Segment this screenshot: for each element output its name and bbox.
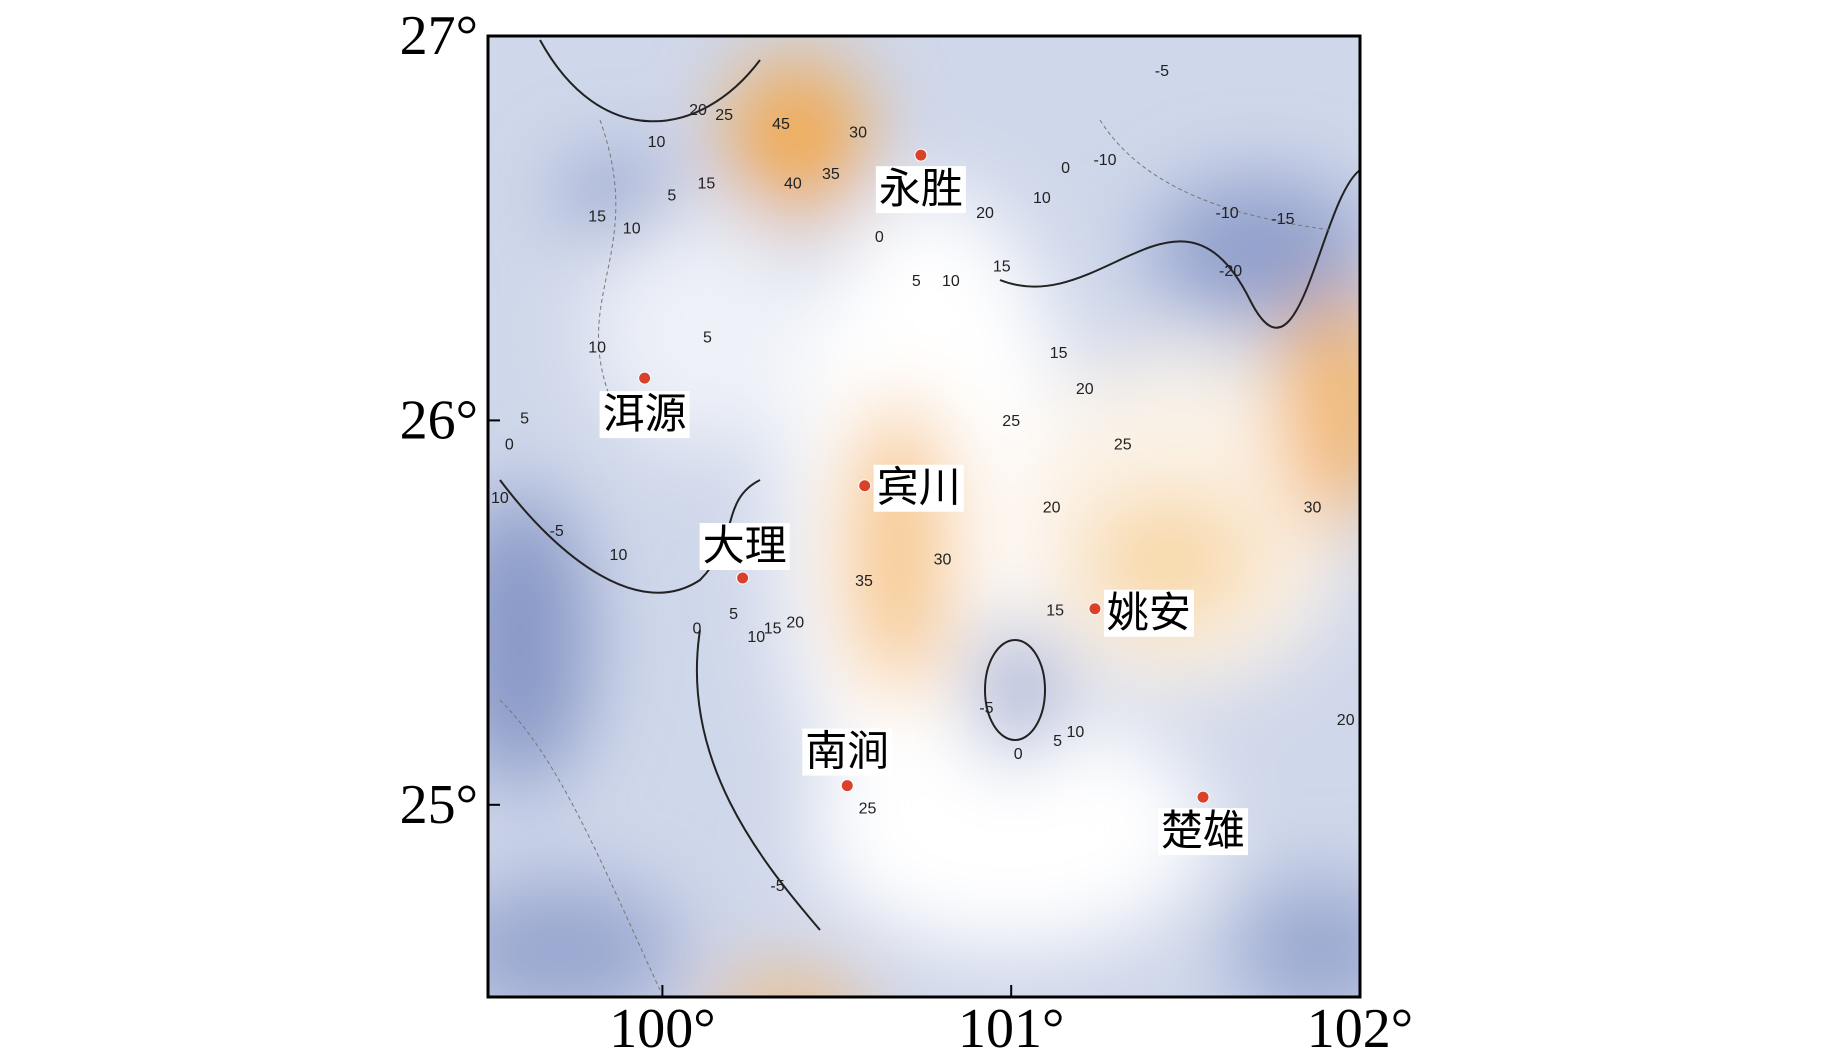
contour-label: 5 — [1053, 733, 1062, 750]
place: 洱源 — [599, 389, 690, 439]
place-label: 宾川 — [877, 463, 961, 512]
map-frame — [486, 34, 1362, 999]
contour-label: 35 — [822, 166, 840, 183]
place-marker — [638, 371, 652, 385]
place-marker — [1196, 790, 1210, 804]
contour-label: 20 — [689, 102, 707, 119]
contour-label: 10 — [623, 221, 641, 238]
contour-label: 15 — [697, 176, 715, 193]
place-label: 楚雄 — [1161, 806, 1245, 855]
contour-label: 10 — [491, 490, 509, 507]
x-tick-label: 101° — [958, 998, 1064, 1050]
contour-label: 10 — [610, 547, 628, 564]
place: 姚安 — [1103, 588, 1194, 637]
contour-label: 0 — [875, 229, 884, 246]
place-label-bg — [802, 728, 893, 776]
place-label: 南涧 — [805, 727, 889, 776]
contour-label: 15 — [764, 620, 782, 637]
contour-label: 0 — [1061, 160, 1070, 177]
x-tick-label: 102° — [1307, 998, 1413, 1050]
contour-label: 20 — [1076, 381, 1094, 398]
contour-label: 10 — [1033, 190, 1051, 207]
contour-label: -20 — [1219, 263, 1242, 280]
contour-label: 0 — [505, 437, 514, 454]
contour-label: 20 — [1043, 499, 1061, 516]
place: 宾川 — [873, 463, 964, 512]
contour-label: 25 — [859, 801, 877, 818]
place: 南涧 — [802, 727, 893, 776]
place-marker — [914, 148, 928, 162]
contour-label: -5 — [979, 700, 993, 717]
place-label: 大理 — [703, 521, 787, 570]
contour-label: 0 — [692, 620, 701, 637]
y-tick-label: 26° — [400, 389, 478, 451]
contour-label: 5 — [667, 188, 676, 205]
place-marker — [858, 479, 872, 493]
contour-label: 0 — [1014, 746, 1023, 763]
contour-label: -5 — [550, 523, 564, 540]
y-tick-label: 25° — [400, 774, 478, 836]
place-marker — [1088, 602, 1102, 616]
contour-label: 30 — [934, 552, 952, 569]
y-tick-label: 27° — [400, 5, 478, 67]
place-label: 姚安 — [1107, 588, 1191, 637]
x-tick-label: 100° — [609, 998, 715, 1050]
contour-label: 5 — [520, 410, 529, 427]
contour-label: 20 — [786, 615, 804, 632]
contour-label: 15 — [588, 209, 606, 226]
place-label-bg — [1158, 808, 1249, 856]
contour-label: 10 — [1066, 724, 1084, 741]
contour-label: 40 — [784, 176, 802, 193]
contour-label: -10 — [1216, 205, 1239, 222]
contour-label: -10 — [1093, 152, 1116, 169]
place: 永胜 — [875, 164, 966, 214]
contour-label: 25 — [715, 107, 733, 124]
place-label: 洱源 — [603, 389, 687, 438]
place-label-bg — [875, 166, 966, 214]
contour-label: 15 — [993, 259, 1011, 276]
place-label-bg — [599, 391, 690, 439]
contour-label: 25 — [1114, 437, 1132, 454]
place-label-bg — [873, 464, 964, 512]
place-label-bg — [1103, 589, 1194, 637]
contour-label: 15 — [1046, 603, 1064, 620]
place-marker — [840, 779, 854, 793]
contour-label: 45 — [772, 116, 790, 133]
contour-label: 10 — [588, 339, 606, 356]
contour-label: 5 — [729, 606, 738, 623]
place-label: 永胜 — [879, 164, 963, 213]
contour-label: 30 — [849, 124, 867, 141]
contour-label: 10 — [648, 134, 666, 151]
contour-label: 10 — [747, 629, 765, 646]
contour-label: 35 — [855, 573, 873, 590]
contour-label: -15 — [1271, 211, 1294, 228]
contour-label: 25 — [1002, 413, 1020, 430]
contour-label: 15 — [1050, 345, 1068, 362]
contour-label: 10 — [942, 273, 960, 290]
place-marker — [736, 571, 750, 585]
contour-label: 30 — [1304, 499, 1322, 516]
contour-label: 5 — [912, 273, 921, 290]
contour-label: -5 — [1155, 63, 1169, 80]
contour-label: 5 — [703, 330, 712, 347]
contour-label: -5 — [770, 878, 784, 895]
place-label-bg — [699, 523, 790, 571]
place: 楚雄 — [1158, 806, 1249, 856]
contour-label: 20 — [1337, 712, 1355, 729]
contour-label: 20 — [976, 205, 994, 222]
place: 大理 — [699, 521, 790, 571]
